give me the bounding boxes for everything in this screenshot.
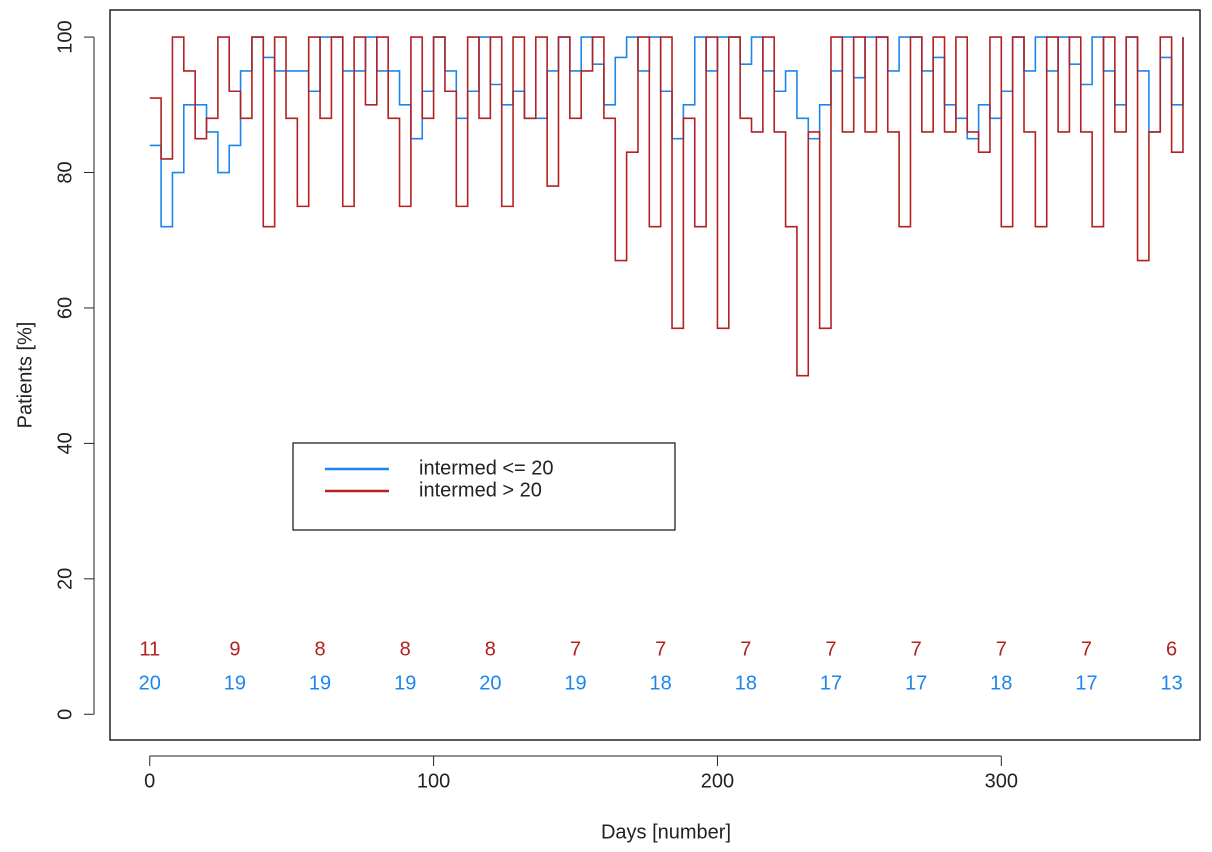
- x-axis-label: Days [number]: [601, 821, 731, 843]
- risk-count: 8: [400, 638, 411, 660]
- risk-count: 17: [905, 672, 927, 694]
- risk-count: 17: [820, 672, 842, 694]
- risk-count: 20: [479, 672, 501, 694]
- risk-count: 18: [735, 672, 757, 694]
- risk-count: 7: [570, 638, 581, 660]
- x-tick-label: 0: [144, 770, 155, 792]
- x-tick-label: 300: [985, 770, 1018, 792]
- risk-count: 7: [740, 638, 751, 660]
- risk-count: 19: [309, 672, 331, 694]
- legend-label: intermed > 20: [419, 479, 542, 501]
- risk-count: 7: [655, 638, 666, 660]
- y-tick-label: 0: [54, 709, 76, 720]
- y-tick-label: 20: [54, 568, 76, 590]
- y-tick-label: 100: [54, 20, 76, 53]
- risk-count: 9: [229, 638, 240, 660]
- risk-count: 7: [996, 638, 1007, 660]
- legend-label: intermed <= 20: [419, 457, 554, 479]
- risk-count: 19: [564, 672, 586, 694]
- risk-count: 6: [1166, 638, 1177, 660]
- risk-count: 7: [825, 638, 836, 660]
- risk-count: 19: [224, 672, 246, 694]
- y-tick-label: 40: [54, 432, 76, 454]
- risk-count: 18: [650, 672, 672, 694]
- risk-count: 18: [990, 672, 1012, 694]
- risk-count: 17: [1075, 672, 1097, 694]
- risk-count: 8: [314, 638, 325, 660]
- risk-count: 19: [394, 672, 416, 694]
- risk-count: 20: [139, 672, 161, 694]
- x-tick-label: 200: [701, 770, 734, 792]
- risk-count: 7: [1081, 638, 1092, 660]
- y-axis-label: Patients [%]: [14, 322, 36, 429]
- y-tick-label: 60: [54, 297, 76, 319]
- x-tick-label: 100: [417, 770, 450, 792]
- plot-box: [109, 9, 1201, 741]
- series-line: [149, 36, 1184, 377]
- legend-box: [292, 442, 676, 531]
- risk-count: 13: [1160, 672, 1182, 694]
- risk-count: 8: [485, 638, 496, 660]
- risk-count: 11: [139, 638, 160, 660]
- risk-count: 7: [911, 638, 922, 660]
- y-tick-label: 80: [54, 161, 76, 183]
